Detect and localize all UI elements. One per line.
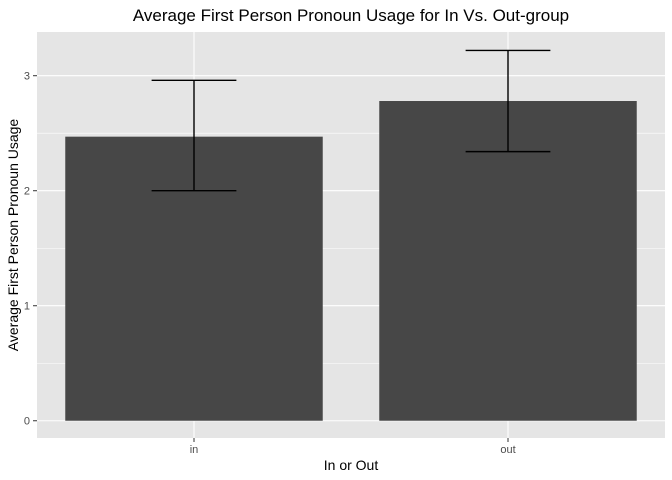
y-tick-label: 1 [24, 301, 30, 313]
y-axis-ticks: 0 1 2 3 [24, 71, 37, 428]
chart-title: Average First Person Pronoun Usage for I… [133, 6, 569, 25]
y-axis-title: Average First Person Pronoun Usage [5, 119, 21, 352]
error-bar-in [151, 79, 237, 192]
error-bar-out [465, 49, 551, 153]
y-tick-label: 2 [24, 186, 30, 198]
x-axis-title: In or Out [324, 457, 379, 473]
x-axis-ticks: in out [190, 438, 516, 456]
x-tick-label: in [190, 444, 199, 456]
error-bars [151, 49, 551, 192]
y-tick-label: 3 [24, 71, 30, 83]
bar-out [379, 101, 637, 421]
y-tick-label: 0 [24, 416, 30, 428]
x-tick-label: out [500, 444, 515, 456]
